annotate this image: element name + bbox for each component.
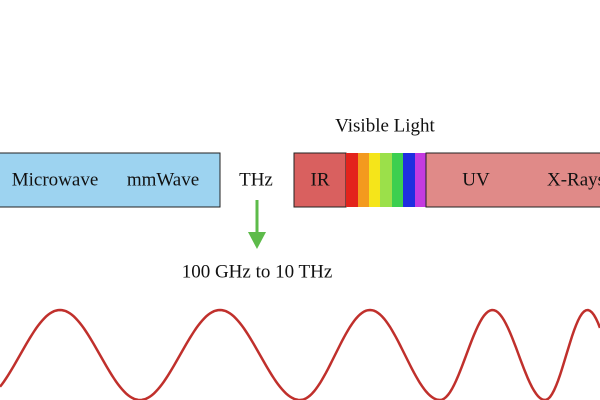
stripe bbox=[346, 153, 358, 207]
band-label: IR bbox=[311, 169, 330, 190]
stripe bbox=[369, 153, 380, 207]
band-label: UV bbox=[462, 169, 490, 190]
stripe bbox=[358, 153, 369, 207]
uv-band bbox=[425, 152, 600, 208]
stripe bbox=[392, 153, 403, 207]
band-label: THz bbox=[239, 169, 273, 190]
arrow-head bbox=[248, 232, 266, 249]
stripe bbox=[380, 153, 392, 207]
stripe bbox=[403, 153, 415, 207]
visible-spectrum bbox=[346, 153, 426, 207]
stripe bbox=[415, 153, 426, 207]
thz-range: 100 GHz to 10 THz bbox=[182, 261, 333, 282]
band-label: X-Rays bbox=[547, 169, 600, 190]
band-label: Microwave bbox=[12, 169, 99, 190]
ir-band bbox=[293, 152, 347, 208]
band-label: mmWave bbox=[127, 169, 199, 190]
visible-label: Visible Light bbox=[335, 115, 435, 136]
microwave-band bbox=[0, 152, 221, 208]
wave bbox=[0, 308, 600, 400]
